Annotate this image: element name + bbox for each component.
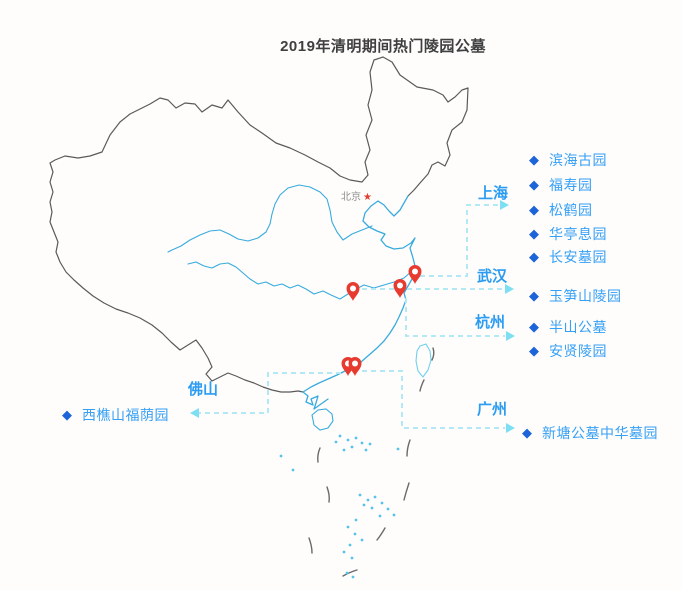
cemetery-name: 松鹤园 bbox=[549, 202, 593, 218]
city-label-foshan: 佛山 bbox=[188, 381, 219, 398]
arrow-wuhan bbox=[505, 284, 514, 294]
cemetery-name: 新塘公墓中华墓园 bbox=[542, 425, 658, 441]
arrow-guangzhou bbox=[506, 423, 515, 433]
list-item: ◆ 玉笋山陵园 bbox=[529, 286, 622, 306]
city-label-wuhan: 武汉 bbox=[477, 268, 508, 285]
connector-guangzhou bbox=[362, 370, 505, 429]
taiwan-island bbox=[415, 343, 432, 378]
cemetery-name: 西樵山福荫园 bbox=[82, 407, 169, 423]
arrow-shanghai bbox=[500, 200, 509, 210]
capital-name: 北京 bbox=[341, 192, 361, 203]
pin-hangzhou bbox=[393, 279, 407, 298]
cemetery-name: 滨海古园 bbox=[549, 152, 607, 168]
diamond-bullet-icon: ◆ bbox=[529, 319, 539, 334]
location-pins bbox=[341, 265, 422, 376]
diamond-bullet-icon: ◆ bbox=[529, 226, 539, 241]
connector-arrowheads bbox=[190, 200, 515, 433]
diamond-bullet-icon: ◆ bbox=[529, 288, 539, 303]
list-item: ◆ 滨海古园 bbox=[529, 150, 607, 170]
diamond-bullet-icon: ◆ bbox=[529, 152, 539, 167]
yangtze-river bbox=[187, 261, 414, 300]
diamond-bullet-icon: ◆ bbox=[529, 249, 539, 264]
pin-shanghai bbox=[408, 265, 422, 284]
cemetery-name: 安贤陵园 bbox=[549, 343, 607, 359]
pin-wuhan bbox=[346, 282, 360, 301]
list-item: ◆ 长安墓园 bbox=[529, 247, 607, 267]
list-item: ◆ 松鹤园 bbox=[529, 200, 593, 220]
city-label-hangzhou: 杭州 bbox=[475, 314, 506, 331]
list-item: ◆ 半山公墓 bbox=[529, 317, 607, 337]
cemetery-name: 半山公墓 bbox=[549, 319, 607, 335]
list-item: ◆ 西樵山福荫园 bbox=[62, 405, 169, 425]
diamond-bullet-icon: ◆ bbox=[529, 343, 539, 358]
cemetery-name: 玉笋山陵园 bbox=[549, 288, 622, 304]
cemetery-name: 华亭息园 bbox=[549, 226, 607, 242]
diamond-bullet-icon: ◆ bbox=[529, 177, 539, 192]
list-item: ◆ 新塘公墓中华墓园 bbox=[522, 423, 658, 443]
cemetery-name: 福寿园 bbox=[549, 177, 593, 193]
list-item: ◆ 华亭息园 bbox=[529, 224, 607, 244]
city-label-guangzhou: 广州 bbox=[477, 401, 508, 418]
diamond-bullet-icon: ◆ bbox=[62, 407, 72, 422]
china-outline bbox=[49, 56, 469, 393]
diamond-bullet-icon: ◆ bbox=[522, 425, 532, 440]
pin-guangzhou bbox=[348, 357, 362, 376]
connector-shanghai bbox=[420, 204, 499, 277]
nine-dash-line bbox=[308, 347, 435, 577]
connector-lines bbox=[199, 204, 505, 429]
cemetery-name: 长安墓园 bbox=[549, 249, 607, 265]
connector-foshan bbox=[199, 372, 341, 414]
page-title: 2019年清明期间热门陵园公墓 bbox=[280, 38, 486, 55]
list-item: ◆ 安贤陵园 bbox=[529, 341, 607, 361]
connector-hangzhou bbox=[405, 298, 505, 337]
arrow-foshan bbox=[190, 408, 199, 418]
capital-label: 北京 ★ bbox=[341, 192, 372, 203]
city-label-shanghai: 上海 bbox=[478, 185, 509, 202]
arrow-hangzhou bbox=[506, 331, 515, 341]
hainan-island bbox=[311, 408, 334, 431]
coastline bbox=[302, 195, 416, 410]
diamond-bullet-icon: ◆ bbox=[529, 202, 539, 217]
list-item: ◆ 福寿园 bbox=[529, 175, 593, 195]
south-sea-islands bbox=[279, 434, 400, 579]
capital-star-icon: ★ bbox=[363, 192, 372, 203]
yellow-river bbox=[167, 184, 373, 253]
